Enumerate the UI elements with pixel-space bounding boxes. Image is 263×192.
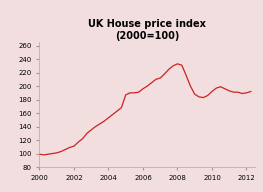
Title: UK House price index
(2000=100): UK House price index (2000=100) — [88, 19, 206, 41]
